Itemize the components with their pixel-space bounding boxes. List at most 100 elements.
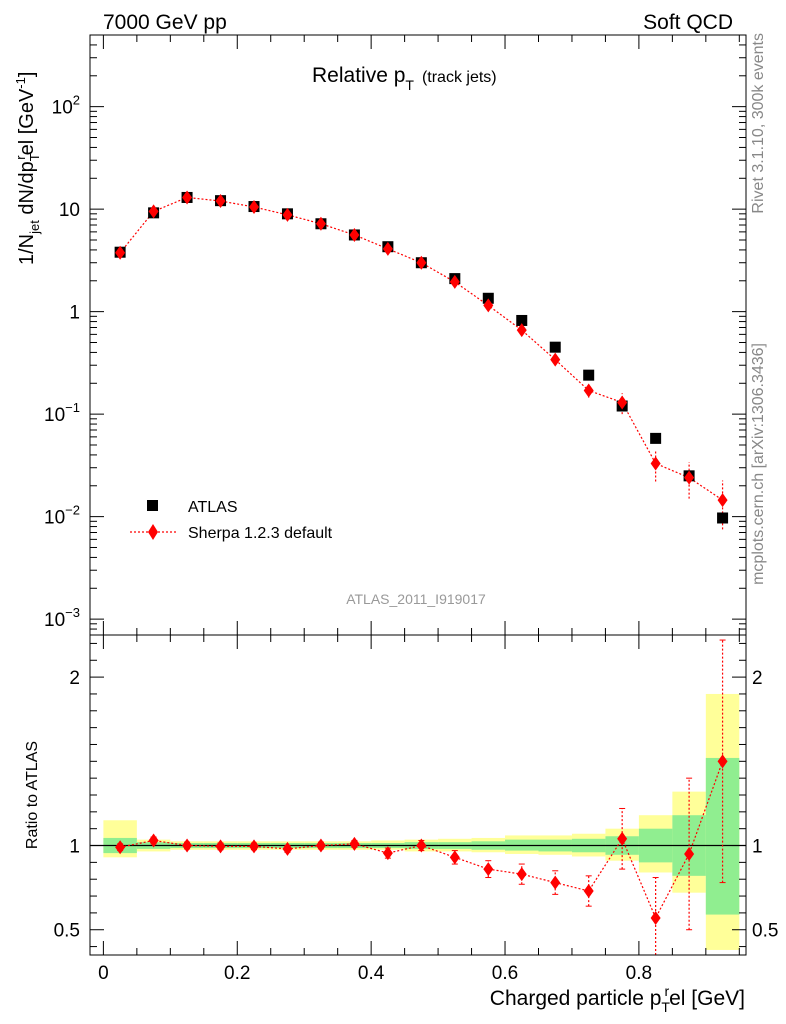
- ylabel-part-4: T: [27, 153, 42, 161]
- ylabel-part-2: jet: [27, 220, 42, 235]
- ratio-y-tick-label-right: 1: [752, 837, 763, 858]
- main-y-axis-label: 1/Njet dN/dpTrel [GeV-1]: [13, 72, 42, 265]
- x-axis-label: Charged particle pTrel [GeV]: [490, 983, 745, 1015]
- ylabel-part-3: dN/dp: [16, 161, 38, 220]
- xlabel-part-1: Charged particle p: [490, 987, 662, 1010]
- mc-data-point: [182, 190, 193, 205]
- main-y-tick-label: 10−1: [44, 400, 80, 426]
- main-y-tick-labels: 102 10 1 10−1 10−2 10−3: [44, 93, 80, 631]
- main-y-tick-label: 102: [52, 93, 80, 119]
- ratio-errorbar-layer: [117, 639, 726, 955]
- ratio-data-point: [249, 839, 259, 854]
- mc-data-point: [349, 227, 360, 242]
- ratio-y-tick-label-right: 2: [752, 668, 763, 689]
- ylabel-part-1: 1/N: [16, 234, 38, 265]
- legend-atlas-label: ATLAS: [188, 499, 238, 516]
- mc-data-point: [516, 323, 527, 338]
- side-label-bottom: mcplots.cern.ch [arXiv:1306.3436]: [750, 343, 767, 585]
- x-tick-label: 0.8: [626, 963, 652, 984]
- header-right-label: Soft QCD: [643, 11, 733, 34]
- ratio-y-tick-label: 0.5: [54, 921, 80, 942]
- legend-atlas-marker: [147, 500, 158, 511]
- atlas-data-point: [583, 369, 595, 381]
- x-tick-label: 0.6: [492, 963, 518, 984]
- xlabel-part-3: r: [664, 983, 669, 999]
- atlas-data-point: [717, 512, 729, 524]
- ratio-mc-marker-layer: [115, 754, 728, 925]
- mc-data-point: [215, 194, 226, 209]
- ylabel-part-8: ]: [16, 72, 38, 78]
- ratio-data-point: [483, 862, 494, 877]
- mc-data-point: [115, 245, 126, 260]
- atlas-data-point: [482, 292, 494, 304]
- ratio-data-point: [148, 833, 159, 848]
- plot-title-main: Relative p: [312, 64, 405, 87]
- ratio-band-inner: [705, 757, 740, 915]
- mc-data-point: [282, 207, 293, 222]
- main-y-tick-label: 10−2: [44, 503, 80, 529]
- ratio-data-point: [617, 831, 628, 846]
- atlas-data-point: [516, 314, 528, 326]
- main-y-tick-label: 10: [59, 200, 80, 221]
- mc-marker-layer: [115, 190, 728, 508]
- mc-data-point: [249, 199, 259, 214]
- main-plot-frame: [89, 34, 747, 636]
- x-tick-label: 0.2: [224, 963, 250, 984]
- mc-data-point: [684, 470, 695, 485]
- ratio-data-point: [382, 846, 393, 861]
- ratio-data-point: [416, 838, 427, 853]
- ratio-y-tick-labels: 0.5 1 2: [54, 668, 80, 942]
- atlas-data-point: [650, 432, 662, 444]
- side-label-top: Rivet 3.1.10, 300k events: [750, 33, 767, 214]
- ylabel-part-5: r: [13, 155, 28, 160]
- atlas-data-point: [549, 341, 561, 353]
- x-tick-label: 0: [98, 963, 109, 984]
- mc-data-point: [148, 204, 159, 219]
- mc-data-point: [483, 298, 494, 313]
- mc-data-point: [650, 456, 661, 471]
- mc-data-point: [617, 395, 628, 410]
- mc-line-layer: [119, 196, 723, 501]
- mc-data-point: [583, 383, 594, 398]
- mc-data-point: [717, 493, 728, 508]
- legend: ATLAS Sherpa 1.2.3 default: [130, 499, 333, 542]
- ratio-data-point: [583, 884, 594, 898]
- ratio-data-point: [717, 754, 728, 769]
- ratio-y-tick-label: 2: [69, 668, 80, 689]
- header-left-label: 7000 GeV pp: [103, 11, 227, 34]
- plot-title: Relative pT (track jets): [312, 64, 497, 93]
- ratio-y-tick-label-right: 0.5: [752, 921, 778, 942]
- plot-title-suffix: (track jets): [422, 69, 497, 86]
- mc-errorbar-layer: [119, 196, 724, 530]
- ratio-axis-ticks: [90, 635, 746, 955]
- legend-mc-label: Sherpa 1.2.3 default: [188, 525, 333, 542]
- mc-data-point: [382, 241, 393, 256]
- atlas-marker-layer: [114, 191, 729, 524]
- analysis-tag: ATLAS_2011_I919017: [346, 591, 486, 607]
- legend-mc-marker: [148, 524, 158, 540]
- mc-data-point: [550, 352, 561, 367]
- xlabel-part-2: T: [661, 999, 670, 1015]
- mc-series-line: [119, 196, 723, 501]
- ratio-y-tick-labels-right: 0.5 1 2: [752, 668, 778, 942]
- ratio-data-point: [349, 836, 360, 851]
- ratio-data-point: [282, 841, 293, 856]
- ratio-data-point: [315, 838, 326, 853]
- main-y-tick-label: 1: [69, 303, 80, 324]
- ratio-data-point: [516, 867, 527, 882]
- ratio-data-point: [449, 850, 460, 865]
- x-tick-labels: 0 0.2 0.4 0.6 0.8: [98, 963, 652, 984]
- x-tick-label: 0.4: [358, 963, 385, 984]
- plot-title-sub: T: [405, 77, 414, 93]
- ratio-data-point: [215, 839, 226, 854]
- ratio-plot-panel: 0.5 1 2 0.5 1 2 0 0.2 0.4 0.6 0.8 Ratio to ATLAS…: [24, 634, 778, 1015]
- xlabel-part-4: el [GeV]: [669, 987, 745, 1010]
- ratio-data-point: [650, 910, 661, 925]
- ylabel-part-6: el [GeV: [16, 88, 38, 155]
- ratio-y-axis-label: Ratio to ATLAS: [24, 741, 41, 849]
- mc-data-point: [449, 274, 460, 289]
- main-y-tick-label: 10−3: [44, 605, 80, 631]
- ratio-data-point: [115, 840, 126, 855]
